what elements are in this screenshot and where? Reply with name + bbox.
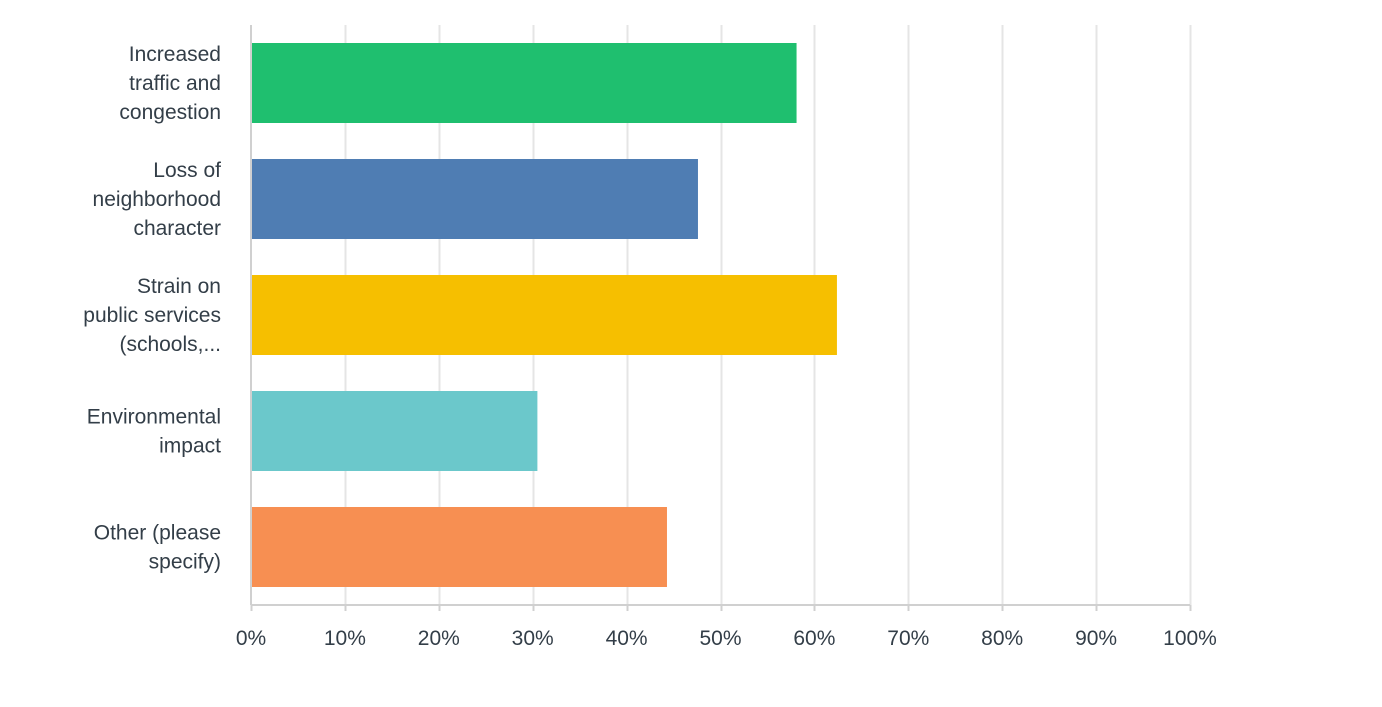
category-label-line: neighborhood [93,188,221,211]
bar[interactable] [251,275,837,355]
x-tick-labels: 0% 10% 20% 30% 40% 50% 60% 70% 80% 90% 100% [236,627,1217,650]
bar[interactable] [251,159,698,239]
x-tick-label: 0% [236,627,266,650]
x-tick-label: 50% [699,627,741,650]
category-label-line: Other (please [94,522,221,545]
category-label-line: congestion [119,101,221,124]
category-labels: Increased traffic and congestion Loss of nei… [83,43,221,574]
category-label-line: specify) [149,551,221,574]
x-tick-label: 40% [606,627,648,650]
category-label-line: character [133,217,221,240]
category-label-line: Loss of [153,159,221,182]
x-tick-label: 60% [793,627,835,650]
x-tick-label: 100% [1163,627,1217,650]
x-tick-label: 30% [512,627,554,650]
axes [250,25,1192,611]
category-label: Environmental impact [87,406,221,458]
category-label: Strain on public services (schools,... [83,275,221,356]
category-label-line: Strain on [137,275,221,298]
category-label-line: Increased [129,43,221,66]
x-tick-label: 10% [324,627,366,650]
bars [251,43,837,587]
bar[interactable] [251,391,538,471]
x-tick-label: 80% [981,627,1023,650]
category-label-line: impact [159,435,221,458]
category-label-line: traffic and [129,72,221,95]
bar[interactable] [251,43,797,123]
category-label-line: public services [83,304,221,327]
x-tick-label: 90% [1075,627,1117,650]
x-tick-label: 20% [418,627,460,650]
category-label-line: (schools,... [119,333,221,356]
category-label: Other (please specify) [94,522,221,574]
category-label: Increased traffic and congestion [119,43,221,124]
category-label: Loss of neighborhood character [93,159,222,240]
bar[interactable] [251,507,667,587]
x-tick-label: 70% [887,627,929,650]
category-label-line: Environmental [87,406,221,429]
